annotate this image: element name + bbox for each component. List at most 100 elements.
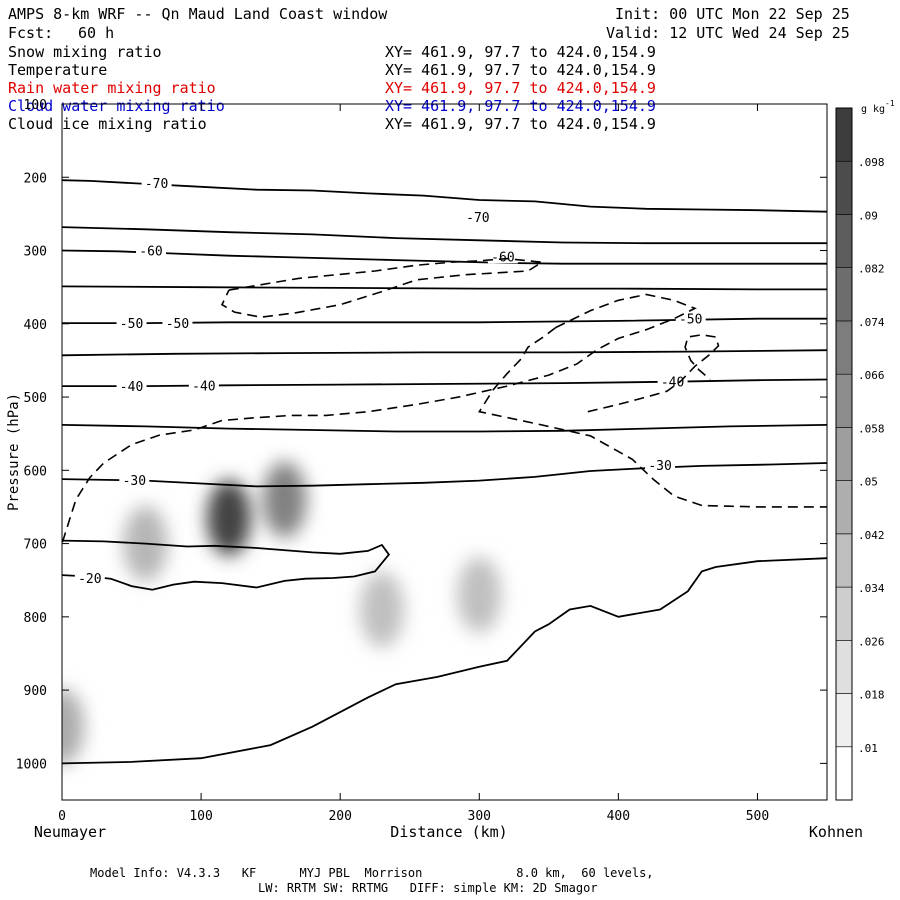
model-info-line1: Model Info: V4.3.3 KF MYJ PBL Morrison 8…	[90, 866, 654, 880]
temperature-contour	[62, 249, 827, 265]
colorbar-bin	[835, 586, 853, 641]
temperature-contours	[62, 179, 827, 765]
temperature-contour	[62, 226, 827, 245]
colorbar-bin	[835, 427, 853, 481]
snow-maximum	[359, 571, 404, 648]
colorbar-unit: g kg	[861, 104, 885, 115]
contour-label-bg	[74, 570, 105, 586]
colorbar-bin	[835, 746, 853, 801]
x-tick-label: 200	[328, 809, 351, 824]
contour-label: -20	[78, 572, 101, 587]
contour-label: -40	[661, 376, 684, 391]
field-xy: XY= 461.9, 97.7 to 424.0,154.9	[385, 97, 656, 115]
y-tick-label: 600	[24, 464, 47, 479]
temperature-contour	[62, 317, 827, 324]
contour-label: -40	[120, 380, 143, 395]
forecast-label: Fcst:	[8, 24, 54, 42]
x-axis-label: Distance (km)	[390, 823, 507, 841]
x-tick-label: 400	[607, 809, 630, 824]
colorbar-bin	[835, 640, 853, 694]
contour-label: -30	[648, 459, 671, 474]
contour-label-bg	[136, 242, 167, 258]
colorbar-bin	[835, 107, 853, 162]
contour-label-bg	[657, 373, 688, 389]
colorbar-bin	[835, 320, 853, 375]
contour-label-bg	[119, 471, 150, 487]
field-xy: XY= 461.9, 97.7 to 424.0,154.9	[385, 79, 656, 97]
cloud-ice-contour	[62, 293, 697, 544]
colorbar-bin	[835, 267, 853, 322]
y-tick-label: 300	[24, 245, 47, 260]
field-xy: XY= 461.9, 97.7 to 424.0,154.9	[385, 115, 656, 133]
contour-label-bg	[188, 377, 219, 393]
colorbar-tick-label: .018	[858, 689, 885, 702]
field-name: Rain water mixing ratio	[8, 79, 216, 97]
colorbar-bin	[835, 693, 853, 748]
colorbar-tick-label: .058	[858, 422, 885, 435]
y-tick-label: 900	[24, 684, 47, 699]
temperature-contour	[62, 378, 827, 387]
left-endpoint-label: Neumayer	[34, 823, 106, 841]
field-xy: XY= 461.9, 97.7 to 424.0,154.9	[385, 61, 656, 79]
contour-label: -70	[145, 177, 168, 192]
contour-label-bg	[141, 175, 172, 191]
colorbar-bin	[835, 480, 853, 535]
contour-label-bg	[116, 315, 147, 331]
colorbar-bin	[835, 160, 853, 215]
colorbar-tick-label: .026	[858, 635, 885, 648]
y-tick-label: 700	[24, 538, 47, 553]
cloud-ice-contour	[220, 257, 545, 319]
right-endpoint-label: Kohnen	[809, 823, 863, 841]
cloud-ice-contours	[62, 257, 827, 544]
contour-label: -60	[491, 250, 514, 265]
temperature-contour	[62, 285, 827, 291]
y-tick-label: 500	[24, 391, 47, 406]
x-tick-label: 100	[189, 809, 212, 824]
x-tick-label: 500	[746, 809, 769, 824]
field-name: Snow mixing ratio	[8, 43, 162, 61]
temperature-contour	[62, 179, 827, 213]
colorbar-bin	[835, 533, 853, 588]
x-tick-label: 0	[58, 809, 66, 824]
field-name: Cloud water mixing ratio	[8, 97, 225, 115]
colorbar-tick-label: .09	[858, 209, 878, 222]
field-name: Cloud ice mixing ratio	[8, 115, 207, 133]
init-time: Init: 00 UTC Mon 22 Sep 25	[615, 5, 850, 23]
temperature-contour	[62, 462, 827, 488]
y-tick-label: 200	[24, 171, 47, 186]
colorbar-tick-label: .034	[858, 582, 885, 595]
snow-maximum	[206, 479, 251, 556]
temperature-contour	[62, 424, 827, 433]
snow-shading	[62, 461, 502, 765]
model-info-line2: LW: RRTM SW: RRTMG DIFF: simple KM: 2D S…	[258, 881, 598, 895]
colorbar-frame	[835, 107, 853, 801]
colorbar-bin	[835, 214, 853, 268]
colorbar-bin	[835, 373, 853, 428]
chart-title: AMPS 8-km WRF -- Qn Maud Land Coast wind…	[8, 5, 388, 23]
contour-label: -70	[466, 211, 489, 226]
contour-label: -50	[120, 317, 143, 332]
valid-time: Valid: 12 UTC Wed 24 Sep 25	[606, 24, 850, 42]
temperature-contour	[62, 557, 827, 765]
field-xy: XY= 461.9, 97.7 to 424.0,154.9	[385, 43, 656, 61]
colorbar-tick-label: .074	[858, 316, 885, 329]
temperature-contour	[62, 349, 827, 357]
contour-label: -40	[192, 379, 215, 394]
cloud-ice-contour	[587, 333, 720, 413]
snow-maximum	[457, 556, 502, 633]
colorbar-tick-label: .05	[858, 476, 878, 489]
colorbar-tick-label: .042	[858, 529, 885, 542]
y-tick-label: 400	[24, 318, 47, 333]
contour-label: -30	[123, 474, 146, 489]
contour-label-bg	[487, 248, 518, 264]
plot-frame	[61, 103, 828, 801]
y-tick-label: 800	[24, 611, 47, 626]
x-tick-label: 300	[468, 809, 491, 824]
contour-label: -60	[139, 245, 162, 260]
temperature-contour	[62, 539, 391, 591]
contour-label-bg	[162, 315, 193, 331]
contour-label: -50	[679, 313, 702, 328]
colorbar-tick-label: .098	[858, 156, 885, 169]
cloud-ice-contour	[478, 326, 827, 508]
